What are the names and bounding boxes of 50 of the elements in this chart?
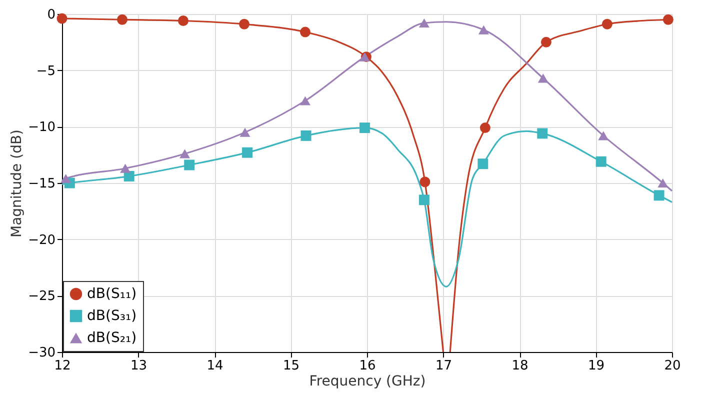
point	[478, 25, 489, 34]
point	[359, 122, 370, 134]
point	[662, 14, 674, 25]
point	[602, 18, 612, 30]
point	[180, 149, 190, 158]
point	[658, 178, 668, 188]
y-tick-label: −30	[28, 346, 56, 360]
point	[242, 147, 253, 158]
x-tick-label: 14	[206, 358, 224, 374]
point	[480, 122, 490, 134]
y-tick-label: 0	[47, 8, 56, 22]
point	[300, 26, 310, 38]
point	[654, 190, 664, 201]
y-tick-label: −5	[36, 64, 56, 79]
point	[478, 158, 488, 170]
point	[540, 36, 552, 48]
point	[418, 18, 430, 28]
x-tick-label: 15	[282, 358, 300, 374]
point	[240, 128, 250, 137]
y-tick-label: −10	[28, 120, 56, 136]
point	[300, 96, 310, 106]
point	[537, 128, 548, 139]
point	[56, 13, 68, 24]
point	[184, 160, 195, 170]
point	[596, 156, 606, 167]
y-tick-label: −25	[28, 289, 56, 304]
point	[418, 194, 430, 206]
y-tick-label: −20	[28, 232, 56, 248]
y-tick-label: −15	[28, 176, 56, 192]
x-tick-label: 13	[130, 358, 148, 374]
legend-label: dB(S₃₁)	[87, 308, 137, 324]
point	[120, 164, 131, 173]
point	[300, 130, 312, 141]
x-tick-label: 17	[435, 358, 452, 374]
point	[420, 176, 430, 188]
x-tick-label: 18	[512, 358, 528, 374]
point	[238, 18, 250, 30]
x-tick-label: 16	[359, 358, 376, 374]
x-axis-title: Frequency (GHz)	[309, 374, 426, 390]
x-tick-label: 19	[588, 358, 605, 374]
point	[538, 74, 548, 83]
x-tick-label: 20	[664, 358, 681, 374]
point	[178, 16, 188, 26]
y-axis-title: Magnitude (dB)	[9, 129, 26, 238]
legend-label: dB(S₂₁)	[87, 330, 137, 346]
legend-label: dB(S₁₁)	[87, 286, 137, 302]
x-tick-label: 12	[54, 358, 71, 374]
point	[60, 174, 72, 184]
point	[116, 14, 128, 25]
point	[598, 131, 609, 140]
